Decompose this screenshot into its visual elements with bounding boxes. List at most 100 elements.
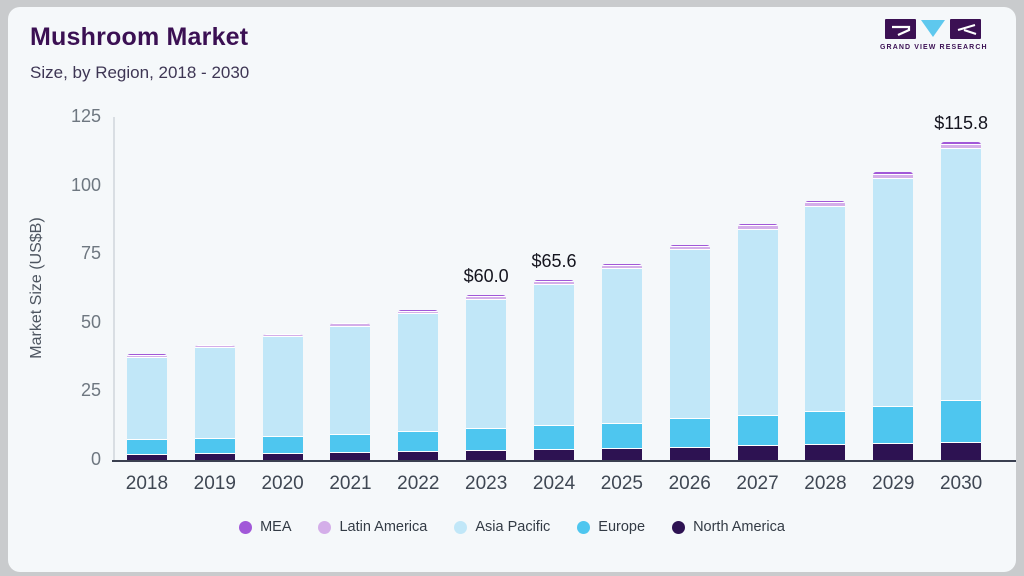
bar-segment-north-america [737, 444, 778, 460]
y-axis-title: Market Size (US$B) [28, 217, 45, 359]
bar-segment-north-america [262, 452, 303, 460]
x-axis-line [112, 460, 1017, 462]
bar-segment-europe [805, 410, 846, 445]
bar-segment-north-america [805, 444, 846, 460]
bar-2026 [669, 244, 710, 460]
bar-segment-north-america [941, 441, 982, 460]
value-annotation: $65.6 [531, 250, 577, 271]
x-axis-label: 2020 [261, 473, 304, 494]
x-axis-label: 2026 [668, 473, 711, 494]
bar-segment-asia-pacific [126, 356, 167, 439]
x-axis-label: 2024 [532, 473, 576, 494]
bar-segment-mea [398, 310, 439, 312]
legend-label: Asia Pacific [475, 519, 551, 535]
bar-segment-mea [534, 279, 575, 281]
bar-segment-asia-pacific [805, 205, 846, 411]
bar-2028 [805, 200, 846, 460]
bar-segment-mea [194, 344, 235, 346]
x-axis-label: 2018 [125, 473, 169, 494]
bar-2023 [466, 295, 507, 460]
bar-segment-latin-america [262, 334, 303, 337]
bar-2022 [398, 310, 439, 460]
bar-2029 [873, 171, 914, 460]
value-annotation: $115.8 [934, 113, 988, 134]
bar-2024 [534, 279, 575, 460]
bar-segment-latin-america [873, 173, 914, 178]
legend-item-north-america: North America [672, 519, 785, 535]
y-tick-label: 25 [80, 380, 101, 401]
x-axis-label: 2027 [736, 473, 779, 494]
bar-segment-asia-pacific [262, 336, 303, 436]
bar-segment-europe [534, 425, 575, 449]
stacked-bar-chart: Market Size (US$B) 0 25 50 75 100 125 2018 2019… [8, 7, 1017, 572]
gvr-logo: GRAND VIEW RESEARCH [880, 19, 987, 51]
logo-r-square [950, 19, 981, 39]
bar-segment-mea [805, 200, 846, 203]
bar-segment-mea [669, 244, 710, 246]
bar-segment-europe [194, 437, 235, 454]
bar-segment-europe [398, 431, 439, 452]
bar-segment-asia-pacific [194, 347, 235, 438]
x-axis-label: 2019 [193, 473, 236, 494]
bar-segment-latin-america [601, 264, 642, 268]
bar-2025 [601, 263, 642, 460]
bar-2027 [737, 224, 778, 460]
bar-segment-latin-america [805, 202, 846, 206]
value-annotation: $60.0 [463, 266, 509, 287]
chart-card: Mushroom Market Size, by Region, 2018 - … [8, 7, 1017, 572]
bar-segment-latin-america [466, 296, 507, 299]
bar-segment-latin-america [737, 225, 778, 229]
bar-segment-europe [126, 438, 167, 454]
bar-segment-latin-america [534, 280, 575, 284]
bar-2018 [126, 354, 167, 460]
x-axis-label: 2029 [872, 473, 915, 494]
bar-segment-north-america [669, 446, 710, 460]
bar-segment-asia-pacific [398, 313, 439, 432]
x-axis-label: 2025 [600, 473, 644, 494]
x-axis-label: 2030 [939, 473, 983, 494]
legend-item-asia-pacific: Asia Pacific [454, 519, 550, 535]
y-tick-label: 75 [80, 243, 101, 264]
bar-segment-mea [262, 333, 303, 335]
bar-segment-latin-america [941, 143, 982, 148]
x-axis-label: 2021 [329, 473, 372, 494]
bar-2019 [194, 344, 235, 460]
bar-segment-north-america [466, 449, 507, 460]
bar-segment-asia-pacific [669, 248, 710, 418]
bar-segment-europe [330, 433, 371, 453]
legend-dot [239, 520, 253, 534]
bar-segment-north-america [398, 451, 439, 460]
bar-segment-asia-pacific [737, 228, 778, 415]
bar-segment-north-america [534, 448, 575, 460]
y-tick-label: 50 [80, 311, 101, 332]
legend-item-europe: Europe [577, 519, 645, 535]
legend-item-mea: MEA [239, 519, 291, 535]
x-axis-label: 2023 [465, 473, 508, 494]
legend-label: MEA [260, 519, 292, 535]
legend-dot [318, 520, 332, 534]
bar-segment-north-america [194, 453, 235, 460]
bar-2021 [330, 322, 371, 460]
bar-segment-mea [873, 171, 914, 174]
bar-segment-asia-pacific [534, 283, 575, 426]
bar-segment-asia-pacific [466, 298, 507, 428]
bar-segment-north-america [330, 452, 371, 460]
bar-segment-asia-pacific [330, 325, 371, 434]
bar-segment-europe [601, 422, 642, 448]
legend-dot [672, 520, 686, 534]
bar-segment-mea [330, 322, 371, 324]
bar-2020 [262, 333, 303, 460]
bar-segment-north-america [126, 453, 167, 460]
bar-segment-north-america [601, 447, 642, 460]
bar-segment-europe [466, 427, 507, 450]
logo-g-square [885, 19, 916, 39]
page-title: Mushroom Market [30, 23, 249, 51]
bar-segment-mea [601, 263, 642, 265]
bar-segment-asia-pacific [601, 267, 642, 423]
logo-v-triangle [921, 20, 945, 37]
bar-segment-latin-america [669, 245, 710, 249]
legend-label: Latin America [339, 519, 428, 535]
bar-segment-latin-america [398, 311, 439, 314]
bar-segment-latin-america [330, 323, 371, 326]
bar-segment-europe [669, 418, 710, 447]
